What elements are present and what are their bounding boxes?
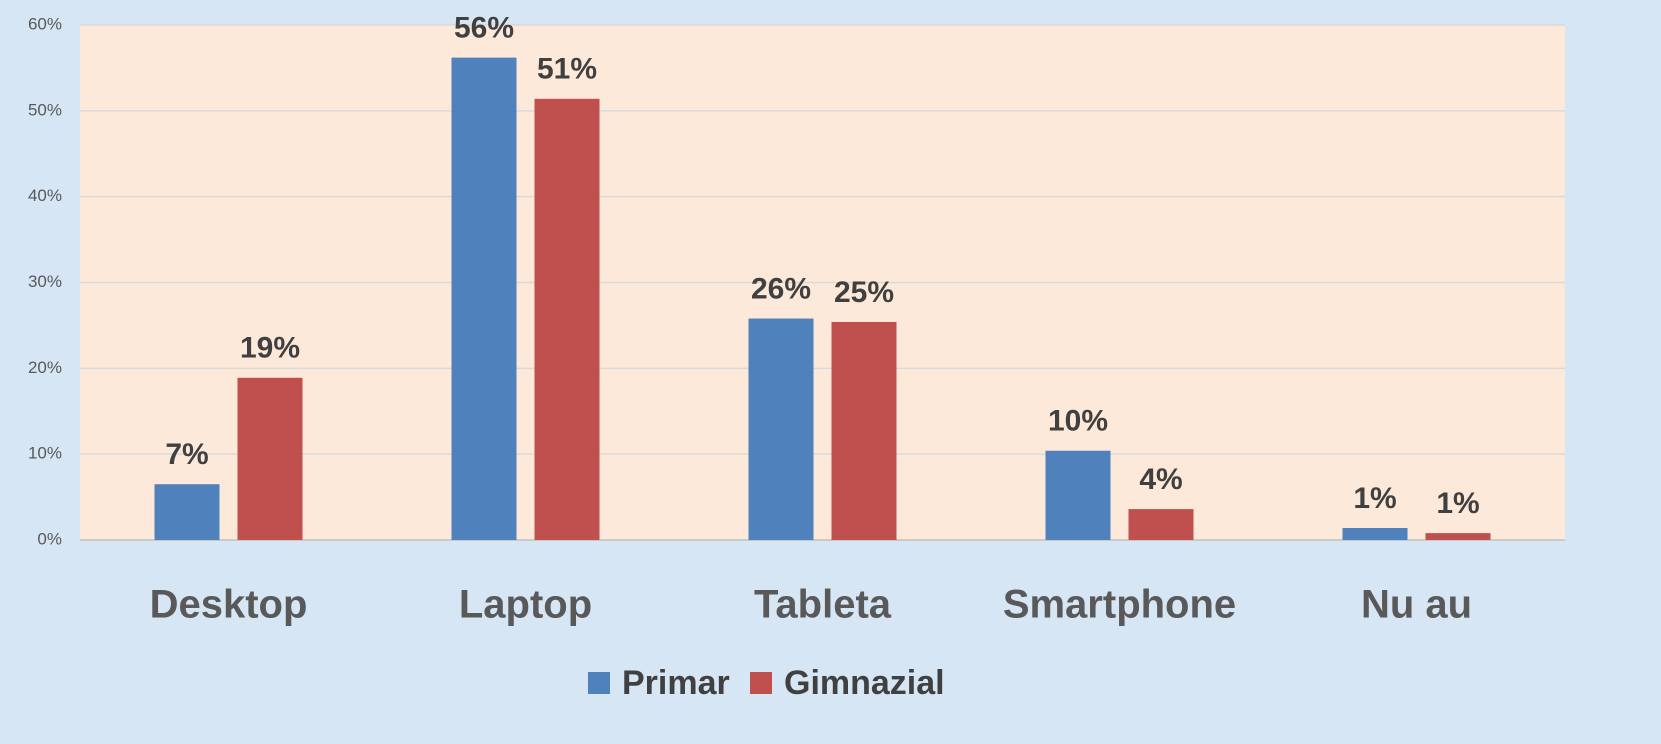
y-tick-label: 60% [28,14,62,33]
x-tick-label: Laptop [459,583,592,627]
bar [831,321,897,540]
data-label: 1% [1436,487,1479,520]
legend-swatch [750,672,772,694]
y-tick-label: 30% [28,272,62,291]
legend-swatch [588,672,610,694]
data-label: 25% [834,276,894,309]
data-label: 10% [1048,405,1108,438]
bar [1128,509,1194,540]
x-tick-label: Nu au [1361,583,1472,627]
y-tick-label: 40% [28,186,62,205]
data-label: 56% [454,12,514,45]
bar [1045,450,1111,540]
data-label: 7% [165,438,208,471]
data-label: 26% [751,272,811,305]
data-label: 1% [1353,482,1396,515]
x-tick-label: Smartphone [1003,583,1236,627]
data-label: 51% [537,53,597,86]
bar [534,98,600,541]
data-label: 4% [1139,463,1182,496]
bar [237,377,303,540]
bar [1425,533,1491,540]
legend-label: Primar [622,664,730,702]
y-tick-label: 10% [28,444,62,463]
y-tick-label: 0% [37,529,62,548]
y-tick-label: 50% [28,100,62,119]
bar [451,57,517,540]
y-tick-label: 20% [28,358,62,377]
bar [1342,527,1408,540]
x-tick-label: Desktop [150,583,308,627]
bar [748,318,814,540]
x-tick-label: Tableta [754,583,892,627]
legend-label: Gimnazial [784,664,945,702]
bar [154,484,220,540]
data-label: 19% [240,332,300,365]
